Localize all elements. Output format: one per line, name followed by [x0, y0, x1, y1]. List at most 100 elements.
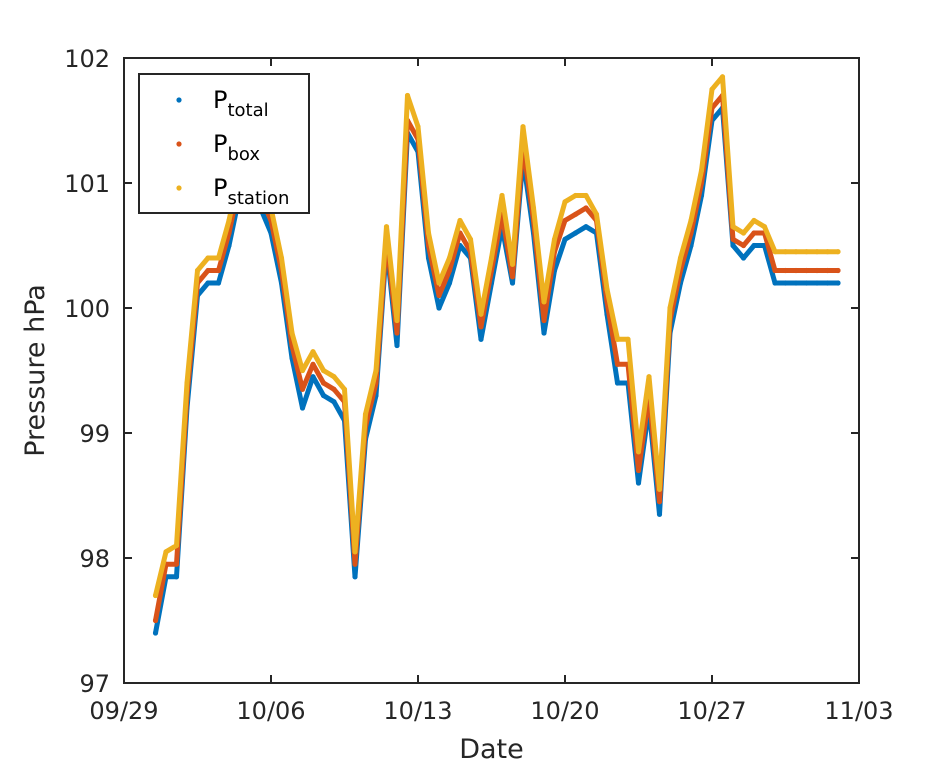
data-point [772, 267, 778, 274]
data-point [572, 192, 579, 199]
x-tick-label: 11/03 [824, 697, 893, 725]
x-tick-label: 10/27 [677, 697, 746, 725]
data-point [320, 367, 327, 374]
data-point [751, 230, 757, 236]
data-point [278, 255, 285, 261]
data-point [352, 574, 358, 580]
data-point [436, 280, 442, 286]
data-point [824, 280, 831, 286]
data-point [509, 261, 516, 267]
data-point [215, 267, 222, 274]
data-point [446, 255, 453, 261]
data-point [814, 267, 820, 274]
data-point [415, 124, 421, 130]
data-point [394, 342, 400, 349]
data-point [362, 411, 369, 417]
legend-marker-station [176, 185, 182, 191]
data-point [352, 561, 358, 567]
data-point [299, 367, 306, 374]
data-point [530, 205, 537, 211]
data-point [436, 292, 442, 299]
data-point [499, 192, 505, 199]
data-point [782, 280, 789, 286]
legend: Ptotal Pbox Pstation [138, 73, 310, 214]
data-point [310, 374, 316, 380]
data-point [520, 124, 526, 130]
data-point [173, 574, 180, 580]
data-point [656, 499, 663, 505]
data-point [740, 242, 747, 249]
legend-items: Ptotal Pbox Pstation [176, 86, 289, 209]
ticks-layer: 09/29 10/06 10/13 10/20 10/27 11/03 97 98 99 100 1… [64, 45, 893, 725]
data-point [562, 199, 568, 205]
y-tick-label: 101 [64, 170, 110, 198]
x-axis-label: Date [459, 734, 524, 765]
data-point [194, 267, 201, 274]
legend-marker-box [176, 141, 182, 147]
data-point [436, 305, 442, 311]
data-point [352, 549, 358, 555]
data-point [404, 92, 411, 99]
data-point [394, 317, 400, 324]
data-point [688, 217, 694, 224]
data-point [289, 330, 295, 336]
data-point [583, 205, 589, 211]
data-point [772, 280, 778, 286]
data-point [173, 561, 180, 567]
data-point [299, 386, 306, 392]
data-point [614, 361, 621, 367]
y-tick-label: 98 [79, 545, 110, 573]
axes-frame [123, 57, 860, 684]
data-point [730, 236, 736, 242]
data-point [425, 230, 432, 236]
data-point [152, 617, 159, 624]
y-axis-label: Pressure hPa [20, 284, 51, 457]
y-tick-label: 99 [79, 420, 110, 448]
data-point [446, 267, 453, 274]
data-point [677, 255, 684, 261]
data-point [341, 386, 348, 392]
data-point [205, 255, 211, 261]
data-point [604, 286, 610, 292]
data-point [310, 361, 316, 367]
data-point [478, 336, 484, 342]
data-point [173, 542, 180, 549]
data-point [698, 167, 705, 174]
y-tick-label: 100 [64, 295, 110, 323]
data-point [572, 211, 579, 217]
data-point [163, 549, 169, 555]
data-point [635, 449, 642, 455]
data-point [751, 217, 757, 224]
data-point [152, 592, 159, 599]
data-point [562, 217, 568, 224]
legend-label-box: Pbox [213, 130, 260, 165]
data-point [803, 280, 810, 286]
data-point [583, 224, 589, 230]
data-point [184, 380, 190, 386]
x-tick-label: 10/06 [236, 697, 305, 725]
data-point [614, 336, 621, 342]
legend-box [138, 73, 310, 214]
data-point [205, 280, 211, 286]
data-point [625, 336, 631, 342]
data-point [835, 280, 841, 286]
data-point [215, 280, 222, 286]
legend-marker-total [176, 97, 182, 103]
data-point [320, 380, 327, 386]
data-point [467, 236, 474, 242]
data-point [614, 380, 621, 386]
data-point [772, 249, 778, 255]
data-point [541, 299, 547, 305]
data-point [814, 249, 820, 255]
data-point [478, 324, 484, 330]
x-tick-label: 10/20 [530, 697, 599, 725]
legend-label-station: Pstation [213, 174, 289, 209]
data-point [509, 274, 516, 280]
data-point [835, 267, 841, 274]
data-point [593, 211, 600, 217]
data-point [835, 249, 841, 255]
data-point [656, 511, 663, 517]
data-point [488, 255, 495, 261]
x-tick-label: 09/29 [89, 697, 158, 725]
